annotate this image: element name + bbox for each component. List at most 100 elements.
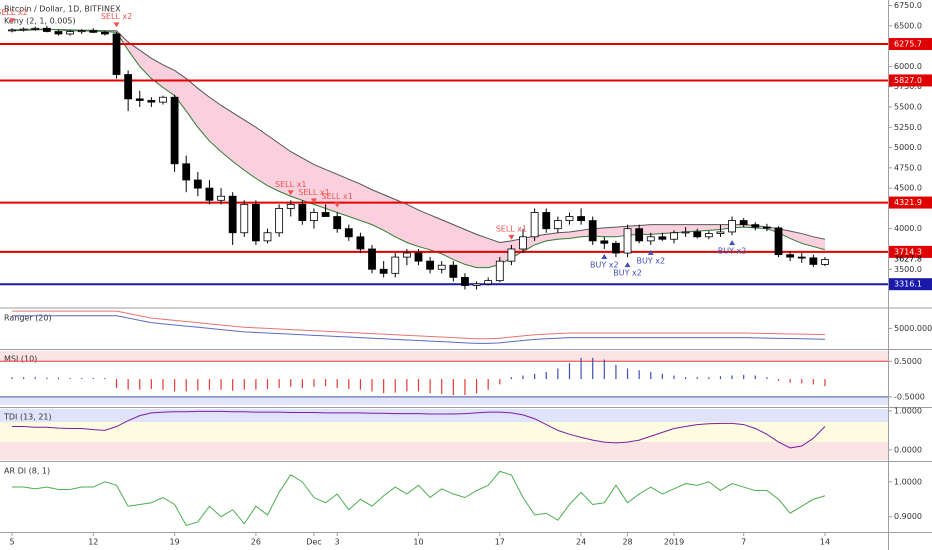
price-level-tag xyxy=(889,74,932,87)
sell-signal: SELL x2 xyxy=(0,8,28,17)
pane-title: AR DI (8, 1) xyxy=(4,467,50,476)
candle-body xyxy=(8,29,16,32)
y-tick-label: 5250.0 xyxy=(894,123,922,132)
x-tick-label: 5 xyxy=(9,538,14,547)
tdi-upper-band xyxy=(0,409,888,422)
candle-body xyxy=(42,27,51,32)
candle-body xyxy=(495,260,504,282)
price-level-tag xyxy=(889,278,932,291)
buy-arrow xyxy=(729,240,736,246)
price-level-label: 5827.0 xyxy=(894,76,922,85)
candle-body xyxy=(228,195,237,234)
candle-body xyxy=(286,203,295,209)
indicator-line xyxy=(11,28,826,244)
indicator-line xyxy=(12,470,826,527)
buy-signal: BUY x2 xyxy=(718,247,747,256)
y-tick-label: 5000.0 xyxy=(894,143,922,152)
candle-body xyxy=(124,74,133,100)
pane-title: TDI (13, 21) xyxy=(3,413,52,422)
indicator-line xyxy=(12,310,825,340)
x-tick-label: 2019 xyxy=(664,538,684,547)
candle-body xyxy=(368,248,376,270)
pane-title: Ranger (20) xyxy=(4,314,52,323)
candle-body xyxy=(623,228,632,254)
candle-body xyxy=(321,212,330,217)
candle-body xyxy=(89,30,98,33)
x-tick-label: 14 xyxy=(820,538,830,547)
candle-body xyxy=(658,236,667,240)
chart-title: Bitcoin / Dollar, 1D, BITFINEX xyxy=(4,5,121,14)
candle-body xyxy=(600,240,609,244)
candle-body xyxy=(77,30,86,33)
candle-body xyxy=(170,96,179,165)
x-tick-label: 19 xyxy=(170,538,180,547)
y-tick-label: 5750.0 xyxy=(894,82,922,91)
candle-body xyxy=(263,232,272,242)
price-level-label: 6275.7 xyxy=(894,40,922,49)
candle-body xyxy=(565,216,574,221)
x-tick-label: 10 xyxy=(413,538,423,547)
tdi-mid-band xyxy=(0,422,888,442)
y-tick-label: 5500.0 xyxy=(894,102,922,111)
price-level-tag xyxy=(889,196,932,209)
y-tick-label: 1.0000 xyxy=(894,477,922,486)
x-tick-label: 3 xyxy=(335,538,340,547)
candle-body xyxy=(461,276,469,286)
candle-body xyxy=(356,236,365,250)
buy-arrow xyxy=(647,249,654,255)
candle-body xyxy=(66,31,74,35)
candle-body xyxy=(275,208,284,234)
candle-body xyxy=(19,28,28,31)
candle-body xyxy=(437,264,446,270)
candle-body xyxy=(681,231,690,234)
candle-body xyxy=(588,220,597,242)
candle-body xyxy=(542,212,551,230)
buy-signal: BUY x2 xyxy=(590,260,619,269)
candle-body xyxy=(344,228,353,238)
candle-body xyxy=(205,187,214,201)
candle-body xyxy=(391,256,400,274)
indicator-line xyxy=(12,315,825,344)
candle-body xyxy=(402,252,411,258)
sell-signal: SELL x1 xyxy=(321,192,352,201)
candle-body xyxy=(763,226,771,229)
candle-body xyxy=(553,220,562,230)
candle-body xyxy=(577,216,585,221)
candle-body xyxy=(646,236,655,242)
candle-body xyxy=(635,228,644,242)
sell-arrow xyxy=(334,202,341,208)
candle-body xyxy=(507,248,516,262)
candle-body xyxy=(716,231,725,234)
x-tick-label: 26 xyxy=(251,538,261,547)
candle-body xyxy=(379,268,388,274)
candle-body xyxy=(728,220,736,233)
candle-body xyxy=(484,280,493,285)
candle-body xyxy=(519,236,527,250)
candle-body xyxy=(821,259,829,265)
candle-body xyxy=(797,256,806,259)
y-tick-label: 0.0000 xyxy=(894,445,922,454)
sell-arrow xyxy=(9,18,15,24)
y-tick-label: 3500.0 xyxy=(894,265,922,274)
price-level-label: 3714.3 xyxy=(894,247,922,256)
candle-body xyxy=(298,203,307,221)
x-tick-label: 12 xyxy=(88,538,98,547)
buy-signal: BUY x2 xyxy=(613,269,642,278)
upper-zone xyxy=(0,351,888,362)
x-tick-label: 24 xyxy=(576,538,586,547)
candle-body xyxy=(786,254,795,258)
sell-arrow xyxy=(310,198,317,204)
candle-body xyxy=(310,212,318,221)
candle-body xyxy=(101,31,109,35)
y-tick-label: 6000.0 xyxy=(894,62,922,71)
y-tick-label: 0.9000 xyxy=(894,512,922,521)
y-tick-label: 0.5000 xyxy=(894,357,922,366)
x-tick-label: 28 xyxy=(622,538,632,547)
candle-body xyxy=(739,220,748,226)
sell-signal: SELL x1 xyxy=(298,188,329,197)
sell-signal: SELL x1 xyxy=(496,224,527,233)
y-tick-label: 4500.0 xyxy=(894,184,922,193)
y-tick-label: 5000.0000 xyxy=(894,324,932,333)
